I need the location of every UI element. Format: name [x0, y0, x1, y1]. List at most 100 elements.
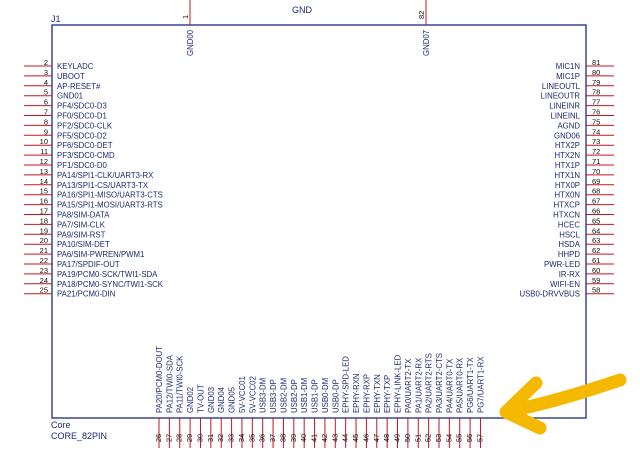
chip-body — [51, 24, 587, 419]
pin-label: PF2/SDC0-CLK — [57, 121, 113, 130]
pin-label: EPHY-RXN — [352, 373, 361, 413]
pin-label: GND02 — [186, 387, 195, 413]
pin-number: 65 — [592, 216, 600, 225]
pin-number: 42 — [320, 434, 329, 442]
top-net-label: GND — [292, 5, 313, 15]
pin-label: PG7/UART1-RX — [476, 356, 485, 413]
pin-label: PWR-LED — [544, 260, 580, 269]
pin-number: 45 — [351, 434, 360, 442]
pin-label: GND06 — [554, 131, 580, 140]
pin-label: GND04 — [217, 386, 226, 413]
component-part: CORE_82PIN — [51, 431, 107, 441]
pin-label: PA1/UART2-RX — [414, 357, 423, 413]
pin-number: 67 — [592, 197, 600, 206]
pin-number: 26 — [154, 434, 163, 442]
pin-label: EPHY-TXP — [383, 375, 392, 413]
pin-label: USB3-DP — [269, 379, 278, 413]
pin-label: USB1-DP — [311, 379, 320, 413]
pin-label: PA13/SPI1-CS/UART3-TX — [57, 181, 149, 190]
pin-number: 47 — [372, 434, 381, 442]
pin-label: EPHY-RXP — [362, 374, 371, 413]
pin-number: 3 — [44, 68, 48, 77]
pin-label: HTX2N — [554, 151, 580, 160]
pin-label: HSCL — [559, 230, 580, 239]
pin-number: 53 — [434, 434, 443, 442]
pin-number: 73 — [592, 137, 600, 146]
pin-label: PA14/SPI1-CLK/UART3-RX — [57, 171, 154, 180]
pin-number: 49 — [393, 434, 402, 442]
pin-label: PG6/UART1-TX — [466, 356, 475, 413]
pin-number: 1 — [181, 15, 190, 19]
pin-number: 80 — [592, 68, 600, 77]
pin-number: 70 — [592, 167, 600, 176]
pin-number: 78 — [592, 88, 600, 97]
pin-label: USB0-DRVVBUS — [519, 290, 580, 299]
pin-number: 75 — [592, 117, 600, 126]
pin-label: PF5/SDC0-D2 — [57, 131, 107, 140]
pin-number: 72 — [592, 147, 600, 156]
pin-number: 71 — [592, 157, 600, 166]
pin-number: 25 — [40, 286, 48, 295]
pin-number: 32 — [216, 434, 225, 442]
pin-number: 68 — [592, 187, 600, 196]
pin-label: PF4/SDC0-D3 — [57, 102, 107, 111]
pin-number: 39 — [289, 434, 298, 442]
pin-number: 22 — [40, 256, 48, 265]
pin-label: HTX1P — [555, 161, 580, 170]
pin-label: KEYLADC — [57, 62, 94, 71]
pin-label: LINEINR — [549, 102, 580, 111]
pin-number: 62 — [592, 246, 600, 255]
pin-number: 54 — [444, 434, 453, 442]
pin-label: TV-OUT — [196, 384, 205, 413]
pin-label: LINEOUTL — [542, 82, 581, 91]
pin-label: HTX1N — [554, 171, 580, 180]
pin-number: 76 — [592, 108, 600, 117]
pin-label: PA8/SIM-DATA — [57, 211, 110, 220]
pin-number: 7 — [44, 108, 48, 117]
pin-number: 50 — [403, 434, 412, 442]
pin-label: USB0-DP — [331, 379, 340, 413]
pin-number: 8 — [44, 117, 48, 126]
pin-label: USB3-DM — [259, 378, 268, 413]
pin-number: 9 — [44, 127, 48, 136]
pin-label: GND01 — [57, 92, 83, 101]
pin-label: GND05 — [228, 386, 237, 413]
component-ref: J1 — [51, 14, 61, 24]
pointer-arrow-icon — [499, 373, 627, 435]
pin-number: 69 — [592, 177, 600, 186]
pin-label: GND07 — [422, 30, 431, 56]
pin-number: 35 — [247, 434, 256, 442]
pin-number: 29 — [185, 434, 194, 442]
pin-label: USB2-DM — [279, 378, 288, 413]
pin-label: HTXCP — [554, 201, 580, 210]
pin-label: USB2-DP — [290, 379, 299, 413]
pin-number: 79 — [592, 78, 600, 87]
pin-label: HTX2P — [555, 141, 580, 150]
pin-number: 13 — [40, 167, 48, 176]
pin-label: PA4/UART0-TX — [445, 358, 454, 413]
pin-number: 52 — [424, 434, 433, 442]
pin-number: 12 — [40, 157, 48, 166]
pin-label: PA17/SPDIF-OUT — [57, 260, 120, 269]
pin-number: 66 — [592, 207, 600, 216]
pin-number: 61 — [592, 256, 600, 265]
pin-label: PF3/SDC0-CMD — [57, 151, 115, 160]
pin-number: 30 — [195, 434, 204, 442]
pin-number: 43 — [330, 434, 339, 442]
pin-number: 24 — [40, 276, 48, 285]
pin-number: 21 — [40, 246, 48, 255]
pin-label: PA20/PCM0-DOUT — [155, 346, 164, 413]
pin-number: 28 — [175, 434, 184, 442]
pin-number: 34 — [237, 434, 246, 442]
pin-number: 27 — [164, 434, 173, 442]
pin-number: 2 — [44, 58, 48, 67]
pin-number: 20 — [40, 236, 48, 245]
pin-label: LINEINL — [551, 112, 581, 121]
pin-number: 81 — [592, 58, 600, 67]
pin-number: 57 — [475, 434, 484, 442]
pin-number: 17 — [40, 207, 48, 216]
pin-label: WIFI-EN — [550, 280, 580, 289]
pin-number: 11 — [40, 147, 48, 156]
pin-label: PA12/TWI0-SDA — [165, 354, 174, 413]
